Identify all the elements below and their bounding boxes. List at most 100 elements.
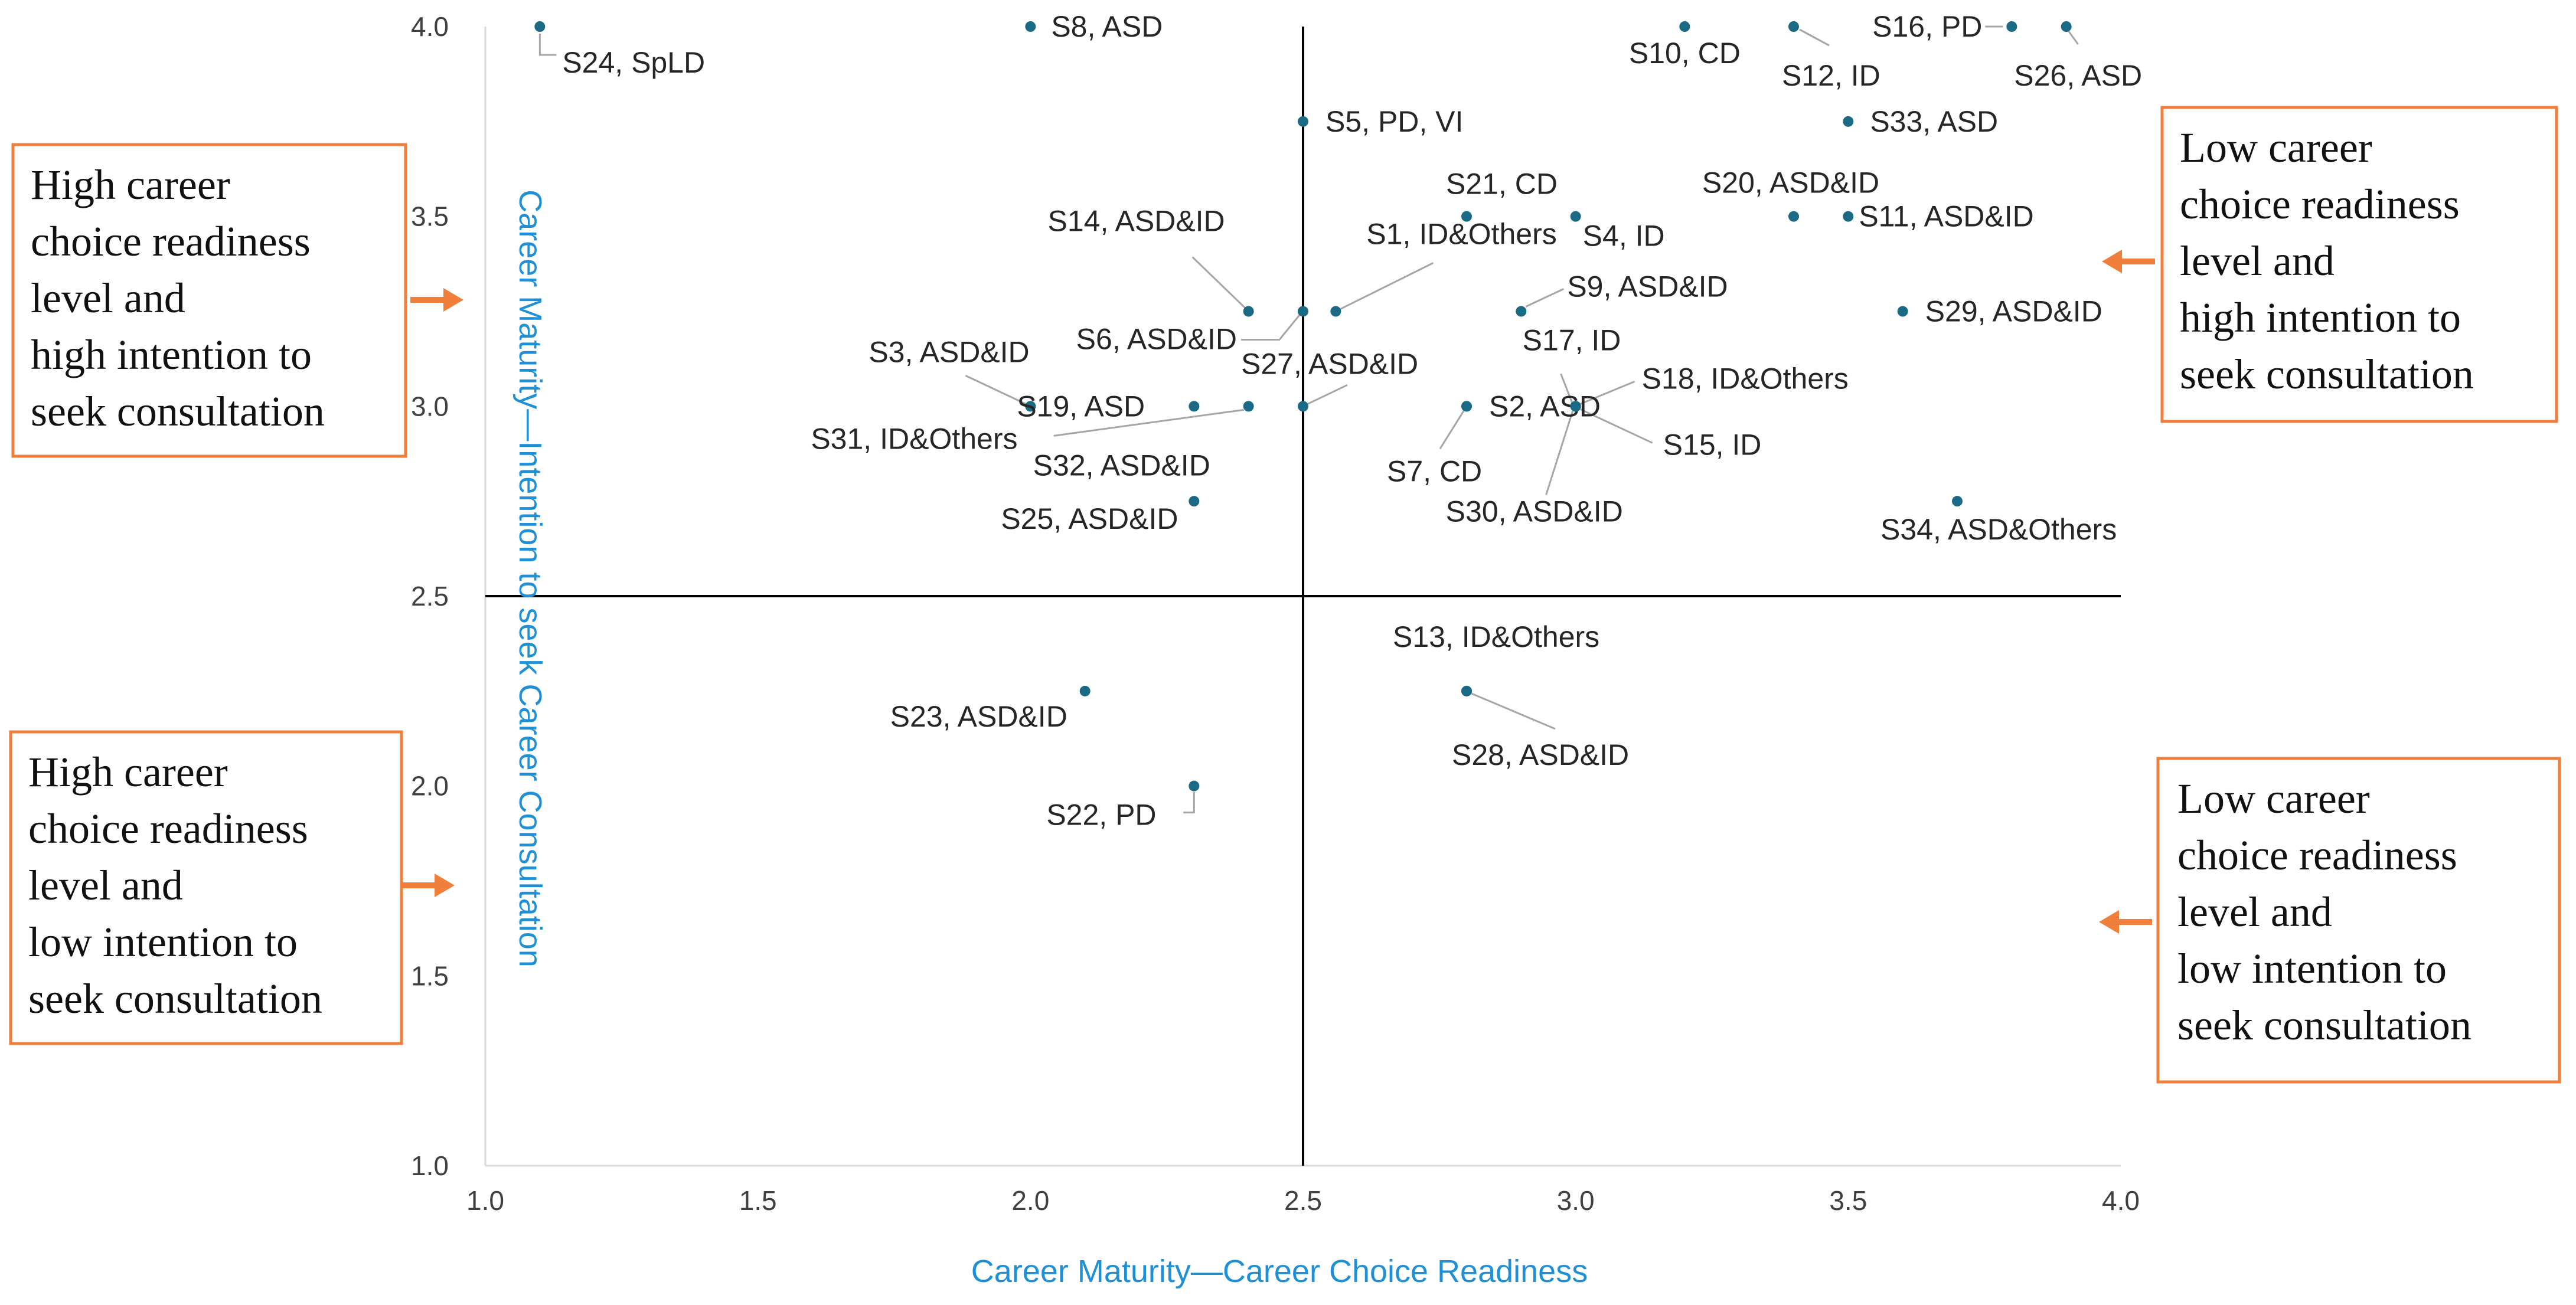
data-point — [1298, 401, 1308, 412]
leader-line — [1545, 410, 1574, 495]
leader-line — [538, 34, 557, 56]
y-tick-label: 4.0 — [411, 11, 449, 42]
arrow-head-icon — [2099, 910, 2119, 934]
x-axis-title: Career Maturity—Career Choice Readiness — [971, 1254, 1588, 1289]
annotation-line: High career — [28, 748, 228, 796]
data-label: S28, ASD&ID — [1452, 738, 1629, 771]
x-tick-label: 2.0 — [1011, 1185, 1049, 1216]
data-label: S5, PD, VI — [1325, 105, 1463, 138]
data-label: S7, CD — [1387, 454, 1482, 488]
leader-line — [2068, 31, 2079, 45]
annotation-line: seek consultation — [31, 388, 325, 435]
annotation-line: level and — [2180, 237, 2335, 284]
data-label: S12, ID — [1782, 59, 1880, 92]
annotation-line: choice readiness — [28, 805, 308, 852]
x-tick-label: 3.0 — [1557, 1185, 1595, 1216]
x-tick-label: 4.0 — [2102, 1185, 2140, 1216]
data-point — [1679, 21, 1690, 32]
leader-line — [1525, 288, 1564, 308]
data-point — [1189, 496, 1200, 507]
annotation-line: Low career — [2180, 124, 2372, 171]
data-point — [1298, 116, 1308, 127]
x-tick-label: 2.5 — [1284, 1185, 1322, 1216]
annotation-line: seek consultation — [2180, 351, 2474, 398]
annotation-line: high intention to — [31, 331, 312, 378]
data-label: S29, ASD&ID — [1925, 295, 2102, 328]
arrow-head-icon — [435, 874, 455, 897]
data-label: S25, ASD&ID — [1001, 502, 1178, 535]
annotation-line: choice readiness — [2177, 832, 2457, 879]
data-label: S8, ASD — [1051, 10, 1163, 43]
data-label: S1, ID&Others — [1366, 218, 1556, 251]
annotation-box-bottom-left — [9, 730, 403, 1045]
data-label: S20, ASD&ID — [1702, 166, 1879, 199]
annotation-box-top-left — [11, 143, 407, 458]
annotation-line: choice readiness — [2180, 181, 2460, 228]
data-label: S30, ASD&ID — [1446, 495, 1623, 528]
data-label: S34, ASD&Others — [1880, 513, 2117, 546]
data-label: S4, ID — [1583, 220, 1665, 253]
data-label: S33, ASD — [1870, 105, 1998, 138]
annotation-box-top-right — [2160, 106, 2558, 423]
data-label: S23, ASD&ID — [890, 700, 1067, 733]
data-label: S3, ASD&ID — [869, 335, 1029, 368]
data-label: S13, ID&Others — [1393, 620, 1599, 653]
annotation-line: low intention to — [2177, 945, 2447, 992]
leader-line — [1191, 256, 1246, 309]
leader-line — [1799, 28, 1830, 47]
leader-line — [1580, 380, 1635, 405]
annotation-line: seek consultation — [28, 975, 322, 1022]
data-point — [1788, 21, 1799, 32]
data-label: S6, ASD&ID — [1076, 323, 1237, 356]
data-label: S24, SpLD — [562, 46, 705, 79]
leader-line — [1471, 692, 1556, 730]
annotation-line: Low career — [2177, 775, 2370, 822]
y-tick-label: 1.5 — [411, 960, 449, 991]
y-tick-label: 3.0 — [411, 391, 449, 421]
data-point — [1843, 116, 1854, 127]
data-point — [1570, 401, 1581, 412]
data-label: S21, CD — [1446, 168, 1558, 201]
data-point — [1461, 401, 1472, 412]
arrow-head-icon — [443, 288, 463, 312]
data-label: S18, ID&Others — [1642, 362, 1849, 395]
data-point — [1189, 401, 1200, 412]
data-label: S27, ASD&ID — [1241, 347, 1418, 380]
data-label: S19, ASD — [1017, 390, 1145, 423]
data-label: S22, PD — [1046, 799, 1156, 832]
annotation-line: seek consultation — [2177, 1002, 2471, 1049]
annotation-line: level and — [31, 274, 185, 322]
y-axis-title: Career Maturity—Intention to seek Career… — [512, 189, 548, 967]
annotation-line: choice readiness — [31, 218, 311, 265]
annotation-line: low intention to — [28, 918, 298, 966]
leader-line — [1053, 408, 1244, 437]
data-label: S14, ASD&ID — [1048, 205, 1225, 238]
data-label: S16, PD — [1872, 10, 1982, 43]
data-point — [1461, 211, 1472, 222]
data-label: S11, ASD&ID — [1859, 200, 2033, 233]
x-tick-label: 1.5 — [739, 1185, 777, 1216]
annotation-line: High career — [31, 161, 230, 208]
data-point — [2061, 21, 2072, 32]
data-point — [1570, 211, 1581, 222]
data-label: S26, ASD — [2014, 59, 2142, 92]
leader-line — [965, 374, 1026, 405]
data-label: S9, ASD&ID — [1567, 270, 1728, 303]
y-tick-label: 2.5 — [411, 581, 449, 611]
leader-line — [1183, 791, 1195, 814]
data-point — [1788, 211, 1799, 222]
data-point — [1243, 401, 1254, 412]
arrow-head-icon — [2102, 250, 2122, 273]
data-point — [1461, 685, 1472, 696]
leader-line — [1307, 384, 1348, 405]
data-point — [1079, 685, 1091, 696]
data-point — [1843, 211, 1854, 222]
data-point — [1897, 306, 1908, 317]
y-tick-label: 1.0 — [411, 1150, 449, 1181]
leader-line — [1580, 408, 1653, 444]
leader-line — [1560, 373, 1573, 403]
data-point — [1189, 780, 1200, 791]
data-label: S32, ASD&ID — [1033, 449, 1210, 482]
data-point — [1243, 306, 1254, 317]
